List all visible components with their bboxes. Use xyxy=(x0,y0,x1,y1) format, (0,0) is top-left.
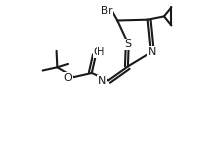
Text: Br: Br xyxy=(101,6,112,16)
Text: N: N xyxy=(98,76,106,86)
Text: S: S xyxy=(124,39,132,49)
Text: N: N xyxy=(148,47,156,57)
Text: O: O xyxy=(93,48,102,57)
Text: H: H xyxy=(97,47,105,57)
Text: O: O xyxy=(63,73,72,83)
